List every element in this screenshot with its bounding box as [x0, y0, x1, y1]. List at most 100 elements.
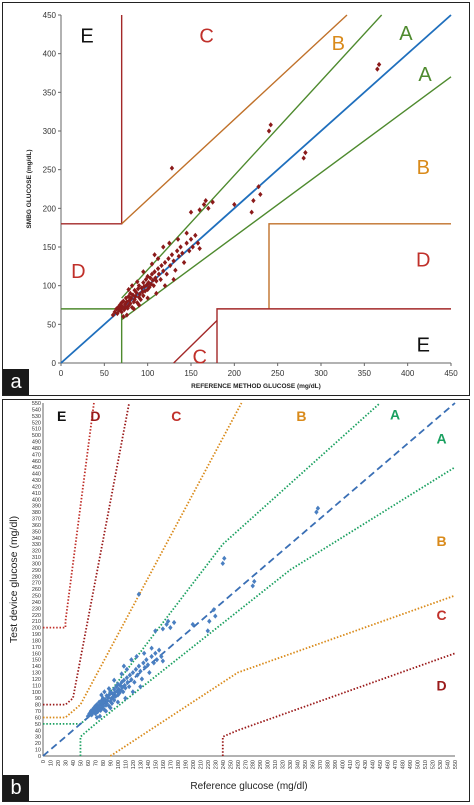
y-tick-label-b: 110 — [32, 683, 41, 689]
data-point-b — [115, 681, 121, 687]
data-point-a — [184, 230, 189, 236]
zone-label-a: E — [80, 25, 93, 47]
zone-boundary-c-lower — [173, 319, 218, 364]
x-tick-label-b: 380 — [326, 760, 332, 769]
data-point-a — [154, 278, 159, 284]
data-point-b — [119, 671, 124, 677]
y-tick-label-b: 40 — [35, 728, 41, 734]
y-tick-label-b: 30 — [35, 735, 41, 741]
data-point-b — [144, 657, 149, 663]
x-tick-label-b: 520 — [431, 760, 437, 769]
data-point-a — [376, 61, 382, 68]
y-tick-label-a: 300 — [43, 127, 57, 136]
y-tick-label-b: 50 — [35, 722, 41, 728]
y-tick-label-b: 20 — [35, 741, 41, 747]
data-point-a — [121, 298, 126, 304]
data-point-b — [129, 657, 134, 663]
zone-boundary-d-upper-b — [43, 402, 131, 706]
x-tick-label-b: 350 — [303, 760, 309, 769]
data-point-a — [178, 244, 183, 250]
data-point-a — [180, 250, 185, 256]
zone-boundary-a-lower-b — [79, 466, 456, 756]
y-tick-label-b: 540 — [32, 407, 41, 413]
y-tick-label-b: 550 — [32, 401, 41, 407]
x-tick-label-b: 550 — [453, 760, 459, 769]
x-tick-label-b: 400 — [341, 760, 347, 769]
data-point-a — [161, 244, 166, 250]
y-tick-label-b: 140 — [32, 664, 41, 670]
data-point-b — [207, 618, 212, 624]
data-point-a — [112, 309, 117, 315]
data-point-b — [97, 713, 103, 719]
y-tick-label-b: 400 — [32, 497, 41, 503]
data-point-a — [155, 266, 161, 272]
data-point-a — [256, 184, 261, 190]
y-tick-label-b: 270 — [32, 581, 41, 587]
data-point-a — [141, 293, 146, 299]
zone-label-a: B — [332, 33, 345, 55]
zone-boundary-b-upper-b — [43, 402, 243, 719]
x-tick-label-a: 250 — [271, 369, 285, 378]
zone-boundary-d-lower-b — [221, 652, 456, 756]
data-point-b — [116, 686, 121, 692]
data-point-b — [252, 578, 257, 585]
x-tick-label-b: 40 — [71, 760, 77, 766]
data-point-b — [112, 689, 118, 696]
data-point-b — [124, 666, 130, 672]
x-tick-label-b: 100 — [116, 760, 122, 769]
data-point-b — [222, 555, 227, 561]
data-point-b — [123, 695, 128, 701]
y-tick-label-b: 470 — [32, 452, 41, 458]
x-tick-label-b: 500 — [416, 760, 422, 769]
data-point-b — [124, 675, 130, 681]
x-tick-label-b: 120 — [131, 760, 137, 769]
data-point-a — [375, 66, 380, 72]
data-point-a — [167, 240, 172, 246]
y-tick-label-b: 480 — [32, 446, 41, 452]
data-point-a — [134, 290, 139, 296]
data-point-b — [156, 647, 162, 653]
y-tick-label-b: 310 — [32, 555, 41, 561]
data-point-b — [92, 708, 97, 714]
data-point-b — [171, 619, 177, 626]
x-tick-label-b: 390 — [333, 760, 339, 769]
data-point-a — [162, 259, 168, 266]
data-point-b — [114, 684, 119, 690]
zone-label-a: D — [416, 250, 430, 272]
y-tick-label-a: 250 — [43, 166, 57, 175]
data-point-a — [184, 240, 189, 246]
data-point-a — [169, 165, 175, 171]
data-point-a — [110, 312, 116, 318]
data-point-b — [168, 625, 173, 631]
data-point-b — [220, 560, 225, 567]
data-point-a — [173, 267, 178, 273]
y-tick-label-b: 370 — [32, 517, 41, 523]
x-tick-label-b: 180 — [176, 760, 182, 769]
data-point-a — [166, 256, 171, 262]
data-point-a — [141, 269, 146, 275]
y-tick-label-b: 410 — [32, 491, 41, 497]
data-point-b — [90, 707, 95, 713]
data-point-a — [145, 295, 150, 301]
y-tick-label-b: 380 — [32, 510, 41, 516]
data-point-b — [111, 686, 117, 692]
x-tick-label-a: 100 — [141, 369, 155, 378]
x-tick-label-a: 200 — [228, 369, 242, 378]
zone-label-b: D — [436, 677, 446, 693]
data-point-a — [122, 301, 128, 307]
data-point-a — [126, 293, 131, 300]
y-tick-label-a: 100 — [43, 282, 57, 291]
data-point-b — [105, 698, 110, 704]
zone-label-b: A — [390, 407, 400, 423]
data-point-a — [151, 283, 156, 289]
data-point-b — [205, 628, 210, 634]
zone-label-a: D — [71, 261, 85, 283]
data-point-b — [127, 672, 133, 678]
data-point-a — [232, 201, 237, 208]
panel-b: 0 10 20 30 40 50 60 70 80 90 100 110 120 130 140 150 160… — [2, 399, 470, 802]
y-tick-label-b: 290 — [32, 568, 41, 574]
x-tick-label-b: 290 — [258, 760, 264, 769]
data-point-a — [131, 299, 136, 305]
data-point-a — [190, 244, 195, 250]
y-tick-label-b: 320 — [32, 549, 41, 555]
